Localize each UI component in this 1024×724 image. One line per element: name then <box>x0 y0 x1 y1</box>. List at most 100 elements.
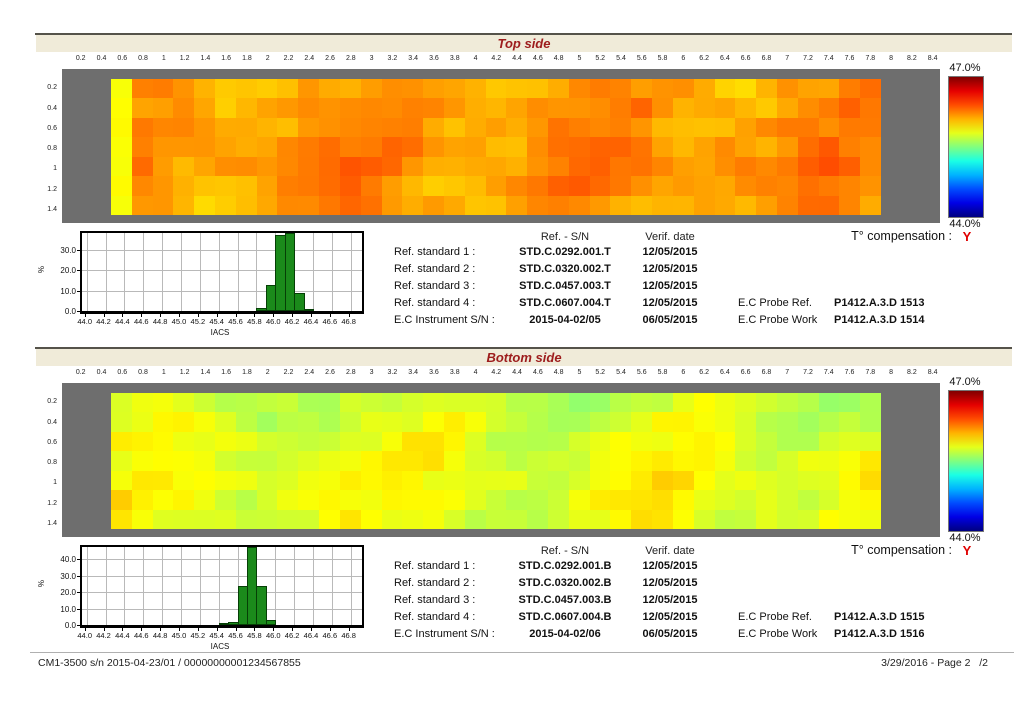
section-banner: Top side <box>36 35 1012 52</box>
heatmap-cell <box>298 156 320 177</box>
heatmap-cell <box>568 117 590 138</box>
heatmap-cell <box>672 137 694 157</box>
iacs-histogram: 44.0 44.2 44.4 44.6 44.8 45.0 45.2 45.4 45.6 45.8… <box>37 545 390 653</box>
ref-row-label: Ref. standard 4 : <box>394 297 476 309</box>
heatmap-cell <box>818 79 840 99</box>
heatmap-cell <box>319 176 340 196</box>
heatmap-cell <box>111 156 132 177</box>
grid-line-vertical <box>218 547 220 625</box>
heatmap-cell <box>381 509 403 529</box>
heatmap-cell <box>589 98 611 118</box>
grid-line-vertical <box>350 233 352 311</box>
x-ruler-tick-label: 5.2 <box>595 369 606 376</box>
heatmap-cell <box>527 137 549 157</box>
heatmap-cell <box>131 137 153 157</box>
heatmap-cell <box>506 490 528 510</box>
grid-line-vertical <box>105 547 107 625</box>
heatmap-cell <box>111 195 132 215</box>
heatmap-cell <box>714 431 736 452</box>
x-tick-label: 45.0 <box>171 631 187 640</box>
heatmap-cell <box>402 509 424 529</box>
x-tick-mark <box>216 628 218 631</box>
grid-line-vertical <box>86 547 88 625</box>
heatmap-cell <box>235 156 257 177</box>
x-ruler-tick-label: 7.6 <box>844 369 855 376</box>
probe-work-label: E.C Probe Work <box>738 314 818 326</box>
ref-row-verif-date: 06/05/2015 <box>642 628 698 640</box>
heatmap-cell <box>173 451 195 471</box>
x-tick-label: 46.8 <box>341 631 356 640</box>
heatmap-cell <box>194 451 216 471</box>
x-ruler-tick-label: 7 <box>785 55 790 62</box>
heatmap-cell <box>173 393 195 413</box>
heatmap-cell <box>215 79 236 99</box>
heatmap-cell <box>111 412 132 432</box>
probe-work-value: P1412.A.3.D 1516 <box>834 628 925 640</box>
x-ruler-tick-label: 6 <box>681 369 686 376</box>
heatmap-cell <box>381 195 403 215</box>
heatmap-cell <box>215 156 236 177</box>
heatmap-cell <box>360 98 382 118</box>
x-tick-label: 46.2 <box>284 317 300 326</box>
heatmap-cell <box>776 176 798 196</box>
x-ruler-tick-label: 5 <box>577 369 582 376</box>
y-axis-tick-label: 0.8 <box>47 145 57 153</box>
heatmap-cell <box>111 117 132 138</box>
y-tick-mark <box>77 625 80 626</box>
heatmap-cell <box>402 451 424 471</box>
heatmap-cell <box>277 176 299 196</box>
heatmap-cell <box>714 412 736 432</box>
x-ruler-tick-label: 2.8 <box>345 55 356 62</box>
grid-line-vertical <box>124 547 126 625</box>
heatmap-cell <box>589 176 611 196</box>
heatmap-cell <box>485 137 507 157</box>
heatmap-cell <box>631 79 653 99</box>
x-ruler-tick-label: 1.8 <box>242 55 252 62</box>
heatmap-cell <box>402 470 424 491</box>
heatmap-cell <box>527 451 549 471</box>
heatmap-cell <box>860 490 881 510</box>
x-ruler-tick-label: 3.2 <box>387 369 398 376</box>
heatmap-cell <box>714 98 736 118</box>
heatmap-cell <box>256 509 278 529</box>
heatmap-cell <box>402 79 424 99</box>
y-tick-label: 10.0 <box>60 604 76 614</box>
ref-row-verif-date: 12/05/2015 <box>642 594 698 606</box>
heatmap-cell <box>860 412 881 432</box>
x-ruler-tick-label: 4.2 <box>491 369 502 376</box>
heatmap-cell <box>131 98 153 118</box>
x-ruler-tick-label: 5.6 <box>636 369 647 376</box>
grid-line-vertical <box>180 547 182 625</box>
heatmap-cell <box>423 431 444 452</box>
heatmap-cell <box>776 451 798 471</box>
heatmap-cell <box>714 490 736 510</box>
x-ruler-tick-label: 3.2 <box>387 55 398 62</box>
heatmap-cell <box>506 137 528 157</box>
heatmap-cell <box>485 117 507 138</box>
heatmap-cell <box>548 470 569 491</box>
heatmap-cell <box>589 137 611 157</box>
heatmap-cell <box>173 490 195 510</box>
heatmap-cell <box>527 117 549 138</box>
heatmap-cell <box>152 156 174 177</box>
ref-row-serial: STD.C.0607.004.T <box>519 297 611 309</box>
heatmap-cell <box>797 117 819 138</box>
y-tick-label: 30.0 <box>60 246 76 256</box>
heatmap-cell <box>548 451 569 471</box>
x-tick-mark <box>329 314 331 317</box>
heatmap-cell <box>735 176 757 196</box>
histogram-x-axis-title: IACS <box>210 328 230 337</box>
heatmap-cell <box>339 451 361 471</box>
heatmap-cell <box>256 137 278 157</box>
heatmap-cell <box>339 431 361 452</box>
heatmap-cell <box>360 412 382 432</box>
ref-row-serial: STD.C.0292.001.B <box>518 560 612 572</box>
x-ruler-tick-label: 4.4 <box>512 369 522 376</box>
heatmap-cell <box>443 412 465 432</box>
heatmap-cell <box>443 490 465 510</box>
heatmap-cell <box>111 509 132 529</box>
heatmap-cell <box>693 117 715 138</box>
heatmap-cell <box>485 176 507 196</box>
heatmap-cell <box>506 431 528 452</box>
heatmap-cell <box>152 431 174 452</box>
